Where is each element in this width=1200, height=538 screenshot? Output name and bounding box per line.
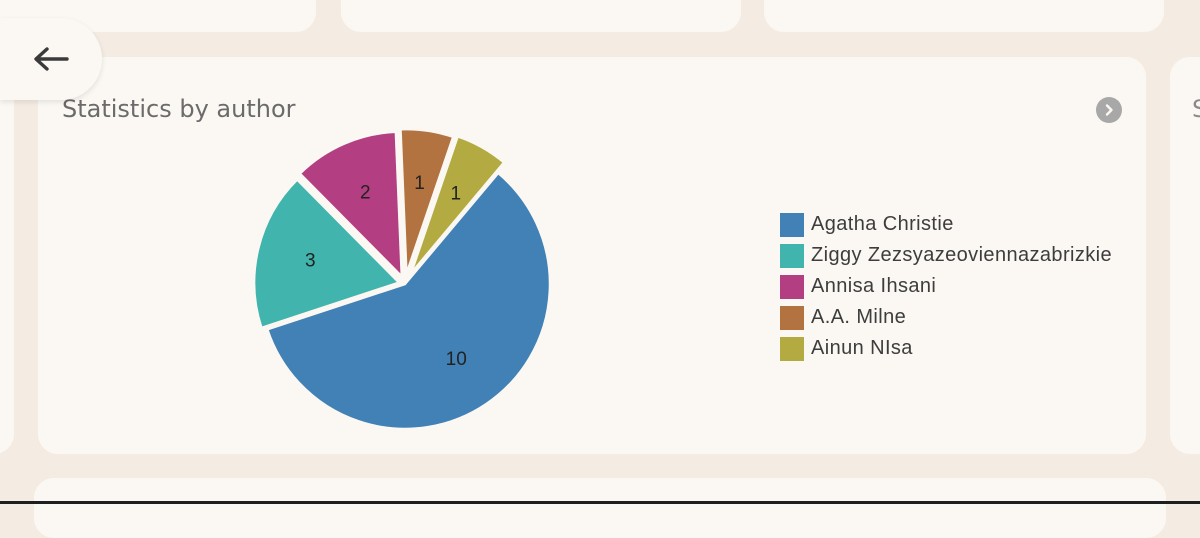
legend-item: Annisa Ihsani [780, 271, 1112, 302]
legend-item: Ainun NIsa [780, 333, 1112, 364]
slice-value-label: 2 [360, 182, 371, 203]
back-button[interactable] [0, 18, 102, 100]
pie-slice-ziggy-zezsyazeoviennazabrizkie[interactable] [252, 177, 402, 330]
legend-label: A.A. Milne [811, 306, 907, 328]
legend-item: Ziggy Zezsyazeoviennazabrizkie [780, 240, 1112, 271]
pie-slice-annisa-ihsani[interactable] [298, 130, 404, 280]
chart-legend: Agatha Christie Ziggy Zezsyazeoviennazabr… [780, 209, 1112, 364]
pie-slice-a-a-milne[interactable] [399, 127, 455, 275]
statistics-by-author-card: Statistics by author 10 3 2 1 1 Agatha Chris… [38, 57, 1146, 454]
top-card-2[interactable] [341, 0, 741, 32]
top-card-3[interactable] [764, 0, 1164, 32]
right-card-title-peek: S [1192, 95, 1200, 123]
legend-label: Annisa Ihsani [811, 275, 937, 297]
legend-label: Ziggy Zezsyazeoviennazabrizkie [811, 244, 1113, 266]
right-card-peek[interactable]: S [1170, 57, 1200, 454]
legend-swatch [780, 212, 804, 237]
bottom-card[interactable] [34, 478, 1166, 538]
legend-swatch [780, 243, 804, 268]
legend-swatch [780, 274, 804, 299]
legend-item: A.A. Milne [780, 302, 1112, 333]
pie-chart: 10 3 2 1 1 [252, 127, 552, 431]
slice-value-label: 10 [446, 349, 467, 370]
legend-label: Agatha Christie [811, 213, 954, 235]
legend-swatch [780, 336, 804, 361]
legend-item: Agatha Christie [780, 209, 1112, 240]
chevron-right-icon[interactable] [1096, 97, 1122, 123]
slice-value-label: 1 [450, 183, 461, 204]
legend-label: Ainun NIsa [811, 337, 913, 359]
slice-value-label: 1 [414, 173, 425, 194]
pie-slice-ainun-nisa[interactable] [409, 134, 506, 275]
pie-slice-agatha-christie[interactable] [265, 171, 552, 431]
card-title: Statistics by author [62, 95, 296, 123]
bottom-edge-line [0, 501, 1200, 504]
legend-swatch [780, 305, 804, 330]
arrow-left-icon [34, 47, 69, 71]
left-card-peek[interactable] [0, 57, 14, 454]
slice-value-label: 3 [305, 251, 316, 272]
